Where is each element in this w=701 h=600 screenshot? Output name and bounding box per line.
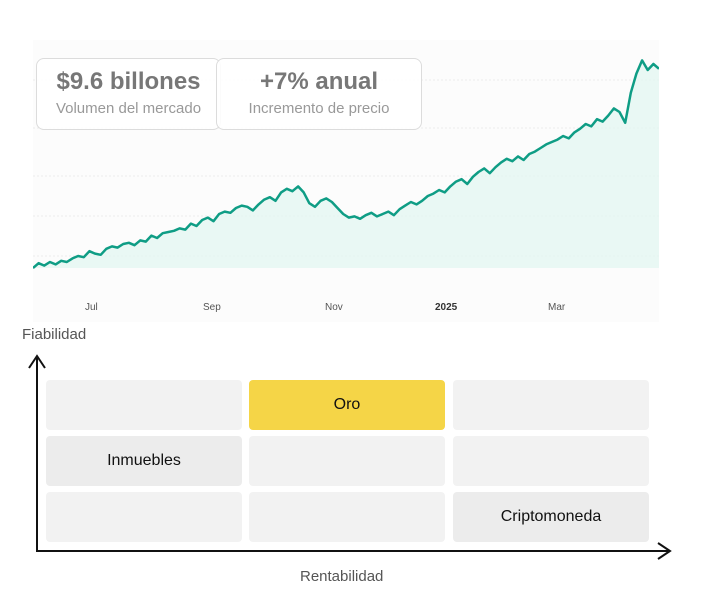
chart-price-line (33, 59, 659, 269)
market-volume-card: $9.6 billones Volumen del mercado (36, 58, 221, 130)
price-growth-value: +7% anual (259, 68, 379, 95)
matrix-cell-r1c2[interactable] (453, 436, 649, 486)
matrix-cell-oro[interactable]: Oro (249, 380, 445, 430)
x-tick-label: Mar (548, 302, 566, 313)
x-tick-label: Sep (203, 302, 221, 313)
y-axis-label: Fiabilidad (22, 326, 87, 343)
matrix-cell-r0c0[interactable] (46, 380, 242, 430)
matrix-cell-r2c0[interactable] (46, 492, 242, 542)
y-axis-arrow-icon (28, 354, 46, 369)
matrix-cell-r2c1[interactable] (249, 492, 445, 542)
matrix-cell-criptomoneda[interactable]: Criptomoneda (453, 492, 649, 542)
price-growth-card: +7% anual Incremento de precio (216, 58, 422, 130)
x-tick-label: 2025 (435, 302, 458, 313)
market-volume-value: $9.6 billones (56, 68, 201, 95)
price-growth-label: Incremento de precio (248, 100, 390, 117)
matrix-cell-inmuebles[interactable]: Inmuebles (46, 436, 242, 486)
x-axis-arrow-icon (657, 542, 672, 560)
matrix-cell-r1c1[interactable] (249, 436, 445, 486)
matrix-cell-r0c2[interactable] (453, 380, 649, 430)
chart-area-fill (33, 60, 659, 269)
x-tick-label: Nov (325, 302, 343, 313)
x-axis-label: Rentabilidad (300, 568, 384, 585)
x-tick-label: Jul (85, 302, 98, 313)
market-volume-label: Volumen del mercado (55, 100, 202, 117)
